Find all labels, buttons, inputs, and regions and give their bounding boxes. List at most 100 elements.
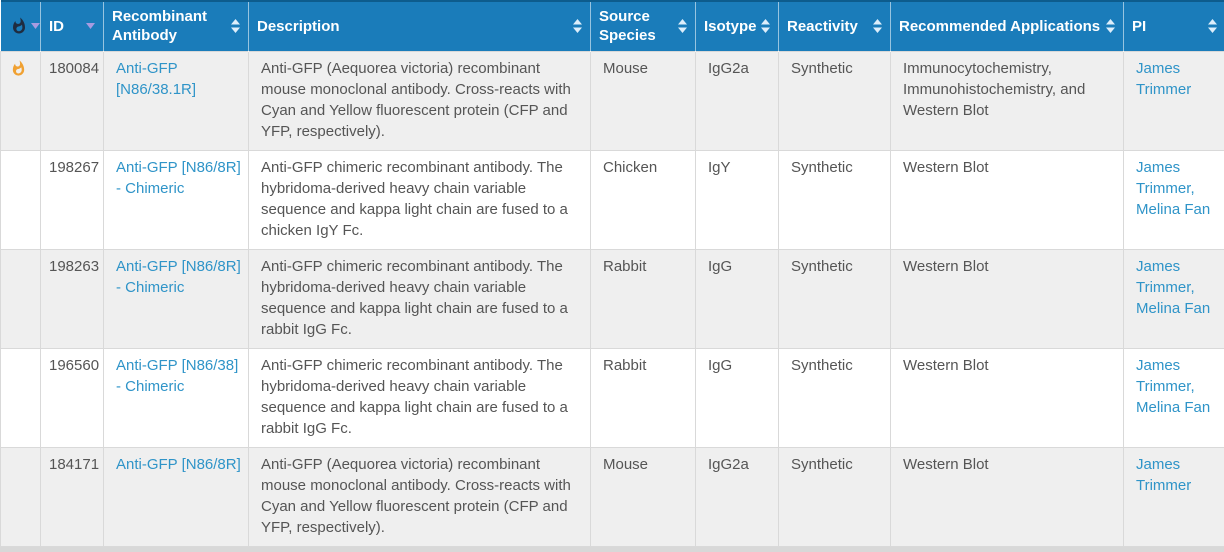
column-header-source_species[interactable]: Source Species [591, 1, 696, 51]
table-bottom-border [0, 547, 1224, 552]
cell-isotype: IgY [696, 150, 779, 249]
sort-toggle-icon [678, 19, 687, 33]
cell-id: 196560 [41, 348, 104, 447]
cell-isotype: IgG [696, 249, 779, 348]
column-header-content: Reactivity [787, 17, 882, 36]
pi-link[interactable]: Melina Fan [1136, 300, 1210, 317]
cell-reactivity: Synthetic [779, 348, 891, 447]
featured-flame-icon [10, 60, 27, 77]
cell-source-species: Rabbit [591, 348, 696, 447]
column-header-isotype[interactable]: Isotype [696, 1, 779, 51]
sort-toggle-icon [1208, 19, 1217, 33]
sort-toggle-icon [231, 19, 240, 33]
cell-featured [1, 150, 41, 249]
column-label: PI [1132, 17, 1146, 36]
pi-link[interactable]: Melina Fan [1136, 399, 1210, 416]
column-header-description[interactable]: Description [249, 1, 591, 51]
pi-separator: , [1190, 378, 1194, 395]
pi-link[interactable]: James Trimmer [1136, 258, 1190, 296]
cell-id: 184171 [41, 447, 104, 546]
column-header-antibody[interactable]: Recombinant Antibody [104, 1, 249, 51]
antibody-link[interactable]: Anti-GFP [N86/38.1R] [116, 60, 196, 98]
cell-applications: Immunocytochemistry, Immunohistochemistr… [891, 51, 1124, 150]
column-label: Source Species [599, 7, 675, 45]
table-row: 180084 Anti-GFP [N86/38.1R] Anti-GFP (Aequ… [1, 51, 1224, 150]
column-header-featured[interactable] [1, 1, 41, 51]
cell-pi: James Trimmer [1124, 447, 1224, 546]
pi-link[interactable]: James Trimmer [1136, 60, 1191, 98]
column-header-content: Description [257, 17, 582, 36]
table-body: 180084 Anti-GFP [N86/38.1R] Anti-GFP (Aequ… [1, 51, 1224, 546]
sort-descending-icon [31, 23, 40, 29]
column-label: Isotype [704, 17, 757, 36]
cell-featured [1, 51, 41, 150]
column-header-applications[interactable]: Recommended Applications [891, 1, 1124, 51]
cell-isotype: IgG2a [696, 447, 779, 546]
cell-id: 180084 [41, 51, 104, 150]
cell-pi: James Trimmer, Melina Fan [1124, 249, 1224, 348]
cell-antibody: Anti-GFP [N86/38] - Chimeric [104, 348, 249, 447]
column-label: Description [257, 17, 340, 36]
cell-description: Anti-GFP chimeric recombinant antibody. … [249, 348, 591, 447]
cell-pi: James Trimmer, Melina Fan [1124, 150, 1224, 249]
pi-link[interactable]: James Trimmer [1136, 357, 1190, 395]
table-header: ID Recombinant Antibody Description Source … [1, 1, 1224, 51]
column-header-id[interactable]: ID [41, 1, 104, 51]
pi-separator: , [1190, 180, 1194, 197]
cell-isotype: IgG [696, 348, 779, 447]
cell-featured [1, 348, 41, 447]
cell-id: 198263 [41, 249, 104, 348]
sort-descending-icon [86, 23, 95, 29]
column-label: Recombinant Antibody [112, 7, 228, 45]
cell-id: 198267 [41, 150, 104, 249]
cell-antibody: Anti-GFP [N86/8R] [104, 447, 249, 546]
cell-applications: Western Blot [891, 348, 1124, 447]
cell-description: Anti-GFP (Aequorea victoria) recombinant… [249, 51, 591, 150]
cell-description: Anti-GFP chimeric recombinant antibody. … [249, 150, 591, 249]
cell-source-species: Chicken [591, 150, 696, 249]
column-header-content: Recombinant Antibody [112, 7, 240, 45]
antibody-link[interactable]: Anti-GFP [N86/8R] [116, 456, 241, 473]
column-header-content: Isotype [704, 17, 770, 36]
column-header-content: Recommended Applications [899, 17, 1115, 36]
column-header-content: Source Species [599, 7, 687, 45]
table-row: 196560 Anti-GFP [N86/38] - Chimeric Anti-G… [1, 348, 1224, 447]
cell-antibody: Anti-GFP [N86/8R] - Chimeric [104, 150, 249, 249]
column-label: ID [49, 17, 64, 36]
cell-antibody: Anti-GFP [N86/8R] - Chimeric [104, 249, 249, 348]
table-row: 184171 Anti-GFP [N86/8R] Anti-GFP (Aequore… [1, 447, 1224, 546]
flame-icon [10, 17, 28, 35]
cell-applications: Western Blot [891, 447, 1124, 546]
sort-toggle-icon [1106, 19, 1115, 33]
column-header-reactivity[interactable]: Reactivity [779, 1, 891, 51]
column-header-content [10, 17, 37, 35]
antibody-link[interactable]: Anti-GFP [N86/8R] - Chimeric [116, 258, 241, 296]
column-header-content: ID [49, 17, 95, 36]
cell-pi: James Trimmer [1124, 51, 1224, 150]
column-header-pi[interactable]: PI [1124, 1, 1224, 51]
cell-reactivity: Synthetic [779, 51, 891, 150]
antibody-link[interactable]: Anti-GFP [N86/38] - Chimeric [116, 357, 238, 395]
sort-toggle-icon [573, 19, 582, 33]
table-header-row: ID Recombinant Antibody Description Source … [1, 1, 1224, 51]
cell-description: Anti-GFP (Aequorea victoria) recombinant… [249, 447, 591, 546]
cell-source-species: Mouse [591, 51, 696, 150]
cell-reactivity: Synthetic [779, 447, 891, 546]
cell-antibody: Anti-GFP [N86/38.1R] [104, 51, 249, 150]
cell-source-species: Rabbit [591, 249, 696, 348]
antibody-link[interactable]: Anti-GFP [N86/8R] - Chimeric [116, 159, 241, 197]
cell-isotype: IgG2a [696, 51, 779, 150]
sort-toggle-icon [873, 19, 882, 33]
pi-link[interactable]: James Trimmer [1136, 456, 1191, 494]
pi-link[interactable]: Melina Fan [1136, 201, 1210, 218]
column-header-content: PI [1132, 17, 1217, 36]
column-label: Reactivity [787, 17, 858, 36]
cell-pi: James Trimmer, Melina Fan [1124, 348, 1224, 447]
cell-applications: Western Blot [891, 150, 1124, 249]
pi-link[interactable]: James Trimmer [1136, 159, 1190, 197]
sort-toggle-icon [761, 19, 770, 33]
